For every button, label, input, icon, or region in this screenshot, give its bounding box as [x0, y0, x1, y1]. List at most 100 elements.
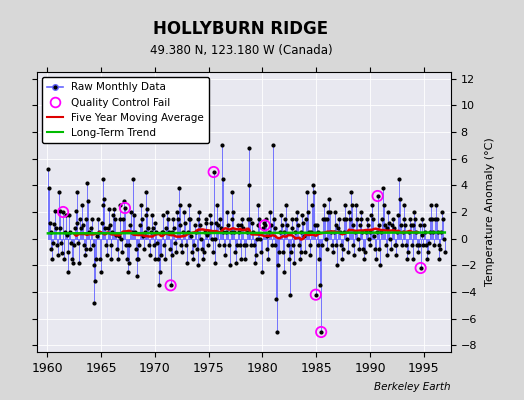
Point [180, 209, 188, 215]
Point [349, 242, 357, 248]
Point [94, 216, 102, 222]
Point [54, 189, 63, 195]
Point [265, 229, 274, 235]
Point [103, 252, 111, 258]
Point [333, 262, 342, 268]
Point [197, 236, 205, 242]
Point [404, 249, 412, 255]
Point [47, 246, 56, 252]
Point [95, 229, 103, 235]
Point [165, 229, 173, 235]
Point [311, 222, 319, 228]
Point [398, 242, 406, 248]
Point [107, 256, 116, 262]
Point [433, 229, 442, 235]
Point [365, 242, 374, 248]
Point [211, 236, 220, 242]
Point [406, 216, 414, 222]
Point [377, 229, 385, 235]
Point [86, 225, 95, 231]
Point [195, 209, 203, 215]
Point [285, 256, 293, 262]
Point [100, 196, 108, 202]
Point [237, 222, 246, 228]
Point [297, 229, 305, 235]
Point [77, 225, 85, 231]
Point [368, 202, 376, 208]
Point [355, 246, 363, 252]
Point [325, 196, 333, 202]
Point [90, 262, 98, 268]
Point [101, 225, 110, 231]
Point [423, 249, 432, 255]
Point [347, 202, 356, 208]
Point [242, 242, 250, 248]
Point [306, 252, 314, 258]
Point [221, 252, 230, 258]
Point [128, 229, 136, 235]
Legend: Raw Monthly Data, Quality Control Fail, Five Year Moving Average, Long-Term Tren: Raw Monthly Data, Quality Control Fail, … [42, 77, 209, 143]
Point [328, 242, 336, 248]
Point [177, 242, 185, 248]
Point [363, 216, 371, 222]
Point [174, 185, 183, 191]
Point [320, 202, 328, 208]
Point [357, 216, 366, 222]
Point [350, 252, 358, 258]
Point [66, 229, 74, 235]
Point [441, 249, 449, 255]
Point [436, 246, 444, 252]
Point [97, 220, 106, 226]
Point [252, 252, 260, 258]
Text: 49.380 N, 123.180 W (Canada): 49.380 N, 123.180 W (Canada) [150, 44, 332, 57]
Point [312, 292, 320, 298]
Point [199, 256, 207, 262]
Point [423, 256, 431, 262]
Point [330, 229, 338, 235]
Point [337, 242, 345, 248]
Point [263, 233, 271, 239]
Point [286, 292, 294, 298]
Point [321, 236, 330, 242]
Point [309, 182, 318, 188]
Point [166, 246, 174, 252]
Point [343, 236, 352, 242]
Point [278, 222, 286, 228]
Point [337, 256, 346, 262]
Point [236, 256, 245, 262]
Point [264, 256, 272, 262]
Text: HOLLYBURN RIDGE: HOLLYBURN RIDGE [154, 20, 329, 38]
Point [414, 242, 423, 248]
Point [301, 249, 309, 255]
Point [153, 240, 161, 246]
Point [312, 292, 320, 298]
Point [216, 216, 224, 222]
Point [176, 222, 184, 228]
Point [267, 222, 275, 228]
Point [307, 229, 315, 235]
Point [59, 209, 67, 215]
Point [228, 189, 237, 195]
Point [418, 232, 427, 238]
Point [123, 256, 131, 262]
Point [331, 222, 340, 228]
Point [79, 222, 87, 228]
Point [125, 242, 134, 248]
Point [75, 260, 83, 266]
Point [198, 246, 206, 252]
Point [143, 206, 151, 212]
Point [96, 256, 104, 262]
Point [386, 236, 395, 242]
Point [240, 242, 248, 248]
Point [263, 246, 271, 252]
Point [202, 220, 211, 226]
Point [91, 278, 100, 284]
Point [408, 242, 416, 248]
Point [425, 229, 434, 235]
Point [269, 216, 278, 222]
Point [62, 232, 71, 238]
Point [193, 262, 202, 268]
Point [294, 242, 303, 248]
Point [127, 209, 135, 215]
Point [438, 209, 446, 215]
